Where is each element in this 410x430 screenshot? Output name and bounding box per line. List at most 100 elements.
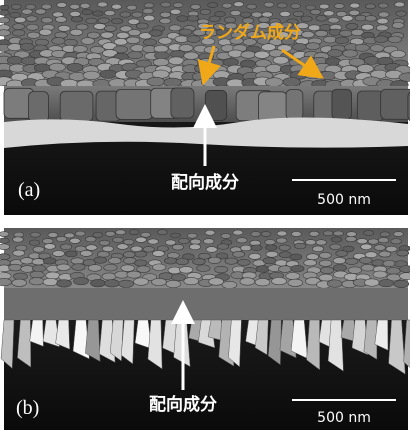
grain <box>57 264 71 271</box>
grain <box>88 265 102 272</box>
grain <box>101 32 114 38</box>
grain <box>159 37 173 44</box>
grain <box>105 231 115 236</box>
grain <box>80 3 90 8</box>
grain <box>75 231 85 236</box>
grain <box>301 16 312 22</box>
grain <box>67 63 83 71</box>
grain <box>126 37 140 44</box>
grain <box>29 92 49 122</box>
grain <box>276 238 287 243</box>
grain <box>290 254 302 260</box>
grain <box>117 32 130 38</box>
grain <box>48 232 58 237</box>
grain <box>86 245 97 251</box>
grain <box>333 257 346 263</box>
grain <box>108 258 121 264</box>
grain <box>252 12 263 17</box>
grain <box>169 57 185 65</box>
grain <box>116 89 153 119</box>
grain <box>240 278 255 285</box>
grain <box>221 233 231 238</box>
grain <box>238 259 251 265</box>
grain <box>388 36 402 43</box>
scale-label: 500 nm <box>317 410 371 426</box>
grain <box>42 238 53 243</box>
grain <box>86 18 97 24</box>
grain <box>291 231 301 236</box>
grain <box>0 254 10 260</box>
grain <box>200 9 211 14</box>
grain <box>333 265 347 272</box>
grain <box>0 278 11 285</box>
grain <box>309 231 319 236</box>
grain <box>149 30 162 36</box>
grain <box>392 22 404 28</box>
grain <box>272 277 287 284</box>
grain <box>301 31 314 37</box>
grain <box>273 56 289 64</box>
grain <box>14 17 25 23</box>
grain <box>160 12 171 17</box>
grain <box>0 30 10 36</box>
grain <box>362 24 374 30</box>
grain <box>364 230 374 235</box>
grain <box>247 4 257 9</box>
grain <box>286 272 300 279</box>
panel-a: (a) 配向成分 ランダム成分 500 nm <box>0 0 410 215</box>
grain <box>30 232 40 237</box>
grain <box>323 11 334 16</box>
grain <box>283 77 301 86</box>
scale-label: 500 nm <box>317 192 371 208</box>
grain <box>43 258 56 264</box>
grain <box>90 46 104 53</box>
grain <box>316 15 327 21</box>
grain <box>376 25 388 31</box>
grain <box>370 45 384 52</box>
grain <box>70 11 81 16</box>
grain <box>143 39 157 46</box>
grain <box>43 278 58 285</box>
grain <box>80 250 92 256</box>
annotation: 配向成分 <box>171 172 239 193</box>
grain <box>340 30 353 36</box>
grain <box>147 77 165 86</box>
grain <box>135 251 147 257</box>
grain <box>305 240 316 245</box>
grain <box>304 260 317 266</box>
grain <box>27 24 39 30</box>
grain <box>374 36 388 43</box>
grain <box>35 9 46 14</box>
grain <box>98 2 108 7</box>
grain <box>208 3 218 8</box>
grain <box>9 264 23 271</box>
grain <box>112 4 122 9</box>
grain <box>13 250 25 256</box>
panel-label: (b) <box>16 397 39 419</box>
grain <box>114 38 128 45</box>
grain <box>355 15 366 21</box>
grain <box>144 3 154 8</box>
grain <box>357 238 368 243</box>
grain <box>255 51 270 58</box>
grain <box>123 252 135 258</box>
grain <box>154 45 168 52</box>
grain <box>113 237 124 242</box>
grain <box>102 273 116 280</box>
grain <box>187 233 197 238</box>
grain <box>189 244 200 250</box>
grain <box>310 9 321 14</box>
grain <box>393 232 403 237</box>
grain <box>94 23 106 29</box>
grain <box>240 245 251 251</box>
film-grains <box>4 88 410 122</box>
grain <box>378 12 389 17</box>
grain <box>320 267 334 274</box>
grain <box>203 239 214 244</box>
grain <box>222 3 232 8</box>
grain <box>179 266 193 273</box>
grain <box>306 43 320 50</box>
grain <box>20 43 34 50</box>
grain <box>152 264 166 271</box>
grain <box>143 246 154 252</box>
